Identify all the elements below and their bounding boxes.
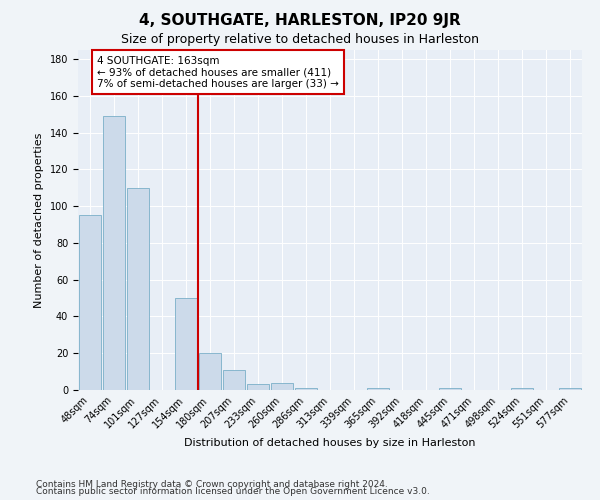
- Bar: [199, 353, 221, 390]
- Bar: [175, 298, 197, 390]
- Text: Contains HM Land Registry data © Crown copyright and database right 2024.: Contains HM Land Registry data © Crown c…: [36, 480, 388, 489]
- Bar: [439, 388, 461, 390]
- Bar: [79, 216, 101, 390]
- Bar: [295, 388, 317, 390]
- Text: 4 SOUTHGATE: 163sqm
← 93% of detached houses are smaller (411)
7% of semi-detach: 4 SOUTHGATE: 163sqm ← 93% of detached ho…: [97, 56, 338, 88]
- Text: 4, SOUTHGATE, HARLESTON, IP20 9JR: 4, SOUTHGATE, HARLESTON, IP20 9JR: [139, 12, 461, 28]
- Text: Size of property relative to detached houses in Harleston: Size of property relative to detached ho…: [121, 32, 479, 46]
- Bar: [127, 188, 149, 390]
- Text: Contains public sector information licensed under the Open Government Licence v3: Contains public sector information licen…: [36, 487, 430, 496]
- Bar: [103, 116, 125, 390]
- Bar: [247, 384, 269, 390]
- Bar: [367, 388, 389, 390]
- Y-axis label: Number of detached properties: Number of detached properties: [34, 132, 44, 308]
- Bar: [223, 370, 245, 390]
- X-axis label: Distribution of detached houses by size in Harleston: Distribution of detached houses by size …: [184, 438, 476, 448]
- Bar: [559, 388, 581, 390]
- Bar: [511, 388, 533, 390]
- Bar: [271, 382, 293, 390]
